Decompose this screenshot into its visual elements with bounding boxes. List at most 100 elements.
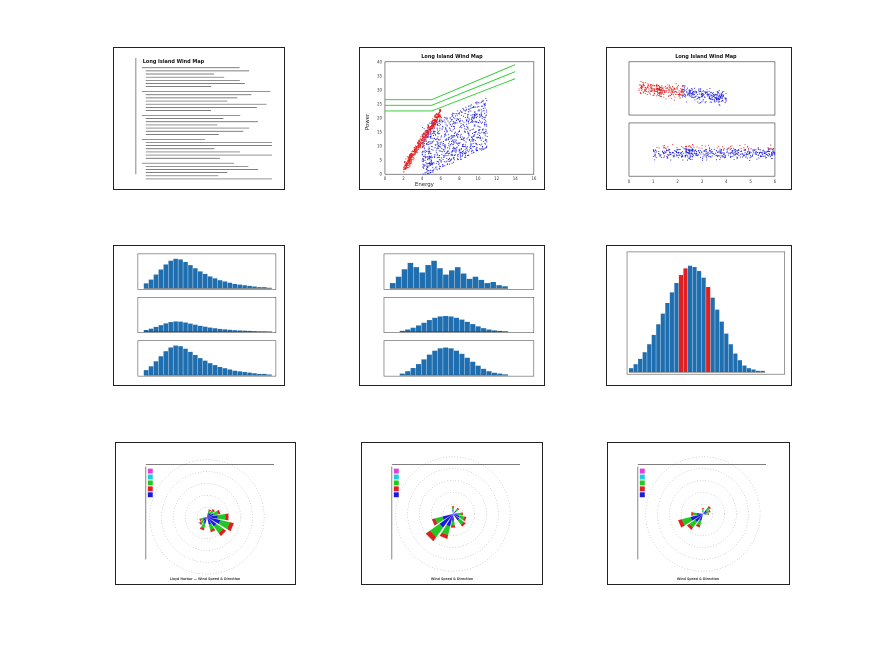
scatter-point	[443, 156, 445, 158]
scatter-point	[477, 110, 479, 112]
scatter-point	[685, 94, 687, 97]
scatter-point	[409, 163, 411, 165]
scatter-point	[675, 150, 677, 153]
scatter-point	[732, 155, 734, 157]
scatter-point	[713, 100, 715, 102]
scatter-point	[432, 171, 434, 173]
scatter-point	[437, 146, 439, 148]
rose-petal	[217, 509, 221, 515]
rose-petal	[218, 528, 227, 537]
scatter-point	[464, 112, 466, 114]
scatter-point	[417, 141, 420, 143]
scatter-point	[429, 133, 431, 135]
scatter-point	[749, 155, 751, 157]
scatter-point	[709, 95, 711, 97]
scatter-point	[484, 142, 486, 144]
scatter-point	[700, 102, 702, 104]
scatter-point	[474, 110, 476, 112]
histogram-bar	[464, 357, 470, 376]
scatter-point	[654, 151, 656, 153]
scatter-point	[731, 151, 733, 153]
scatter-point	[459, 136, 461, 138]
scatter-point	[459, 155, 462, 157]
scatter-point	[704, 97, 706, 99]
scatter-point	[476, 149, 478, 151]
scatter-point	[694, 96, 696, 98]
legend-swatch	[639, 480, 645, 486]
scatter-point	[731, 156, 733, 158]
scatter-point	[474, 124, 476, 126]
scatter-point	[675, 87, 678, 89]
histogram-bar	[437, 268, 443, 289]
scatter-point	[427, 159, 429, 161]
scatter-point	[712, 92, 714, 94]
scatter-point	[411, 159, 413, 161]
scatter-point	[433, 127, 435, 129]
scatter-point	[454, 131, 457, 133]
scatter-point	[659, 93, 661, 95]
scatter-point	[453, 149, 455, 151]
scatter-ylabel: Power	[365, 113, 371, 130]
scatter-point	[407, 163, 409, 165]
histogram-bar	[193, 268, 198, 289]
scatter-point	[733, 159, 735, 161]
scatter-point	[446, 125, 448, 127]
scatter-point	[466, 116, 469, 118]
scatter-point	[722, 152, 724, 154]
scatter-point	[484, 104, 486, 106]
scatter-point	[732, 151, 734, 153]
scatter-point	[695, 149, 697, 151]
scatter-point	[698, 89, 700, 91]
rose-petal	[707, 513, 709, 515]
scatter-point	[413, 151, 415, 153]
scatter-point	[437, 156, 439, 158]
histogram-bar	[399, 373, 405, 376]
scatter-point	[456, 154, 458, 156]
histogram-bar	[715, 309, 720, 373]
scatter-point	[699, 90, 702, 92]
scatter-point	[407, 167, 409, 169]
scatter-point	[459, 142, 461, 144]
scatter-point	[425, 136, 427, 138]
histogram-bar	[454, 267, 461, 289]
scatter-point	[699, 88, 701, 90]
scatter-point	[688, 93, 690, 95]
scatter-point	[682, 90, 684, 92]
scatter-point	[429, 169, 432, 171]
scatter-point	[458, 144, 460, 147]
scatter-point	[424, 154, 426, 156]
scatter-point	[647, 85, 649, 87]
scatter-point	[654, 85, 656, 87]
scatter-point	[719, 101, 721, 103]
scatter-point	[677, 148, 679, 150]
scatter-point	[682, 92, 684, 94]
scatter-point	[675, 94, 677, 96]
scatter-point	[439, 143, 441, 145]
scatter-point	[455, 142, 457, 144]
scatter-point	[752, 149, 754, 151]
scatter-point	[421, 160, 423, 162]
scatter-point	[686, 89, 688, 91]
scatter-point	[480, 122, 482, 124]
rose-petal	[455, 508, 459, 512]
histogram-bar	[687, 265, 693, 373]
scatter-point	[658, 86, 660, 88]
scatter-point	[483, 132, 485, 134]
histogram-bar	[502, 374, 508, 376]
scatter-point	[645, 88, 647, 90]
scatter-point	[692, 144, 694, 146]
scatter-point	[409, 162, 411, 164]
rose-petal	[695, 524, 701, 528]
histogram-bar	[217, 280, 223, 289]
scatter-point	[666, 87, 669, 89]
histogram-bar	[443, 315, 449, 332]
scatter-point	[454, 140, 456, 142]
histogram-bar	[419, 272, 425, 289]
scatter-point	[743, 154, 745, 156]
scatter-point	[654, 88, 656, 90]
scatter-point	[451, 125, 453, 127]
scatter-point	[426, 168, 428, 170]
scatter-point	[446, 130, 448, 132]
scatter-point	[677, 155, 679, 157]
scatter-point	[656, 84, 658, 86]
